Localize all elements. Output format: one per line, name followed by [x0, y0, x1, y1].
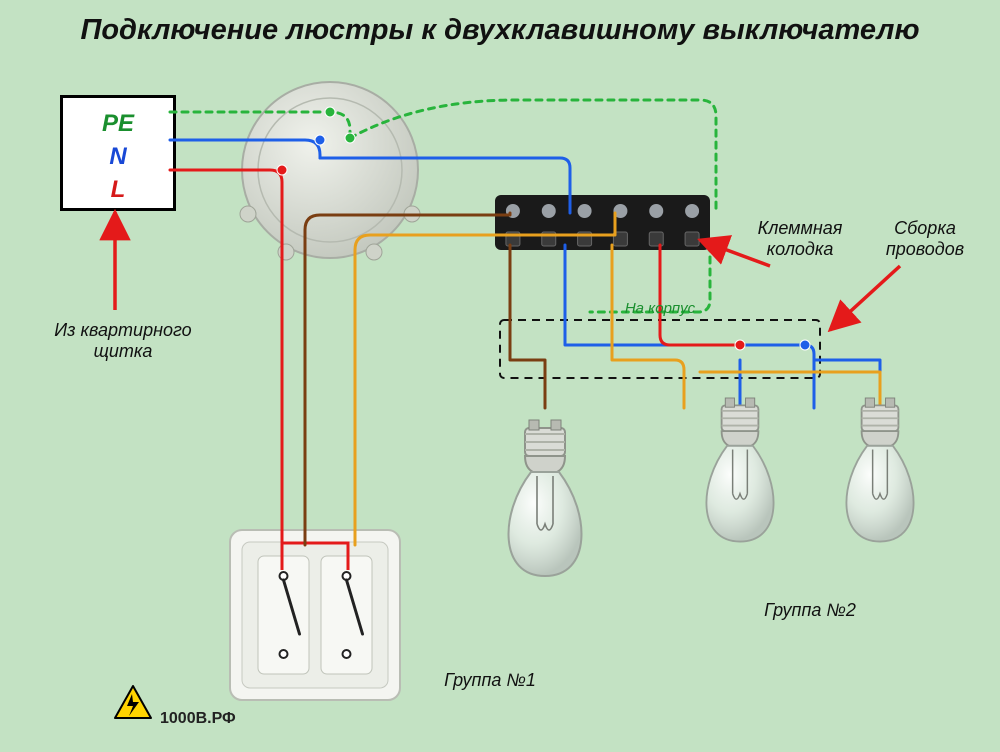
wiring-svg: [0, 0, 1000, 752]
panel-caption: Из квартирногощитка: [38, 320, 208, 362]
terminal-caption: Клеммнаяколодка: [735, 218, 865, 260]
to-chassis-label: На корпус: [600, 300, 720, 317]
diagram-canvas: Подключение люстры к двухклавишному выкл…: [0, 0, 1000, 752]
terminal-block: [495, 195, 710, 250]
warning-icon: [115, 686, 151, 718]
group2-label: Группа №2: [740, 600, 880, 621]
wirebox-caption: Сборкапроводов: [860, 218, 990, 260]
double-switch: [230, 530, 400, 700]
group1-label: Группа №1: [420, 670, 560, 691]
bulb-icon: [706, 398, 773, 542]
bulb-icon: [509, 420, 582, 576]
bulb-icon: [846, 398, 913, 542]
watermark: 1000В.РФ: [160, 710, 236, 728]
